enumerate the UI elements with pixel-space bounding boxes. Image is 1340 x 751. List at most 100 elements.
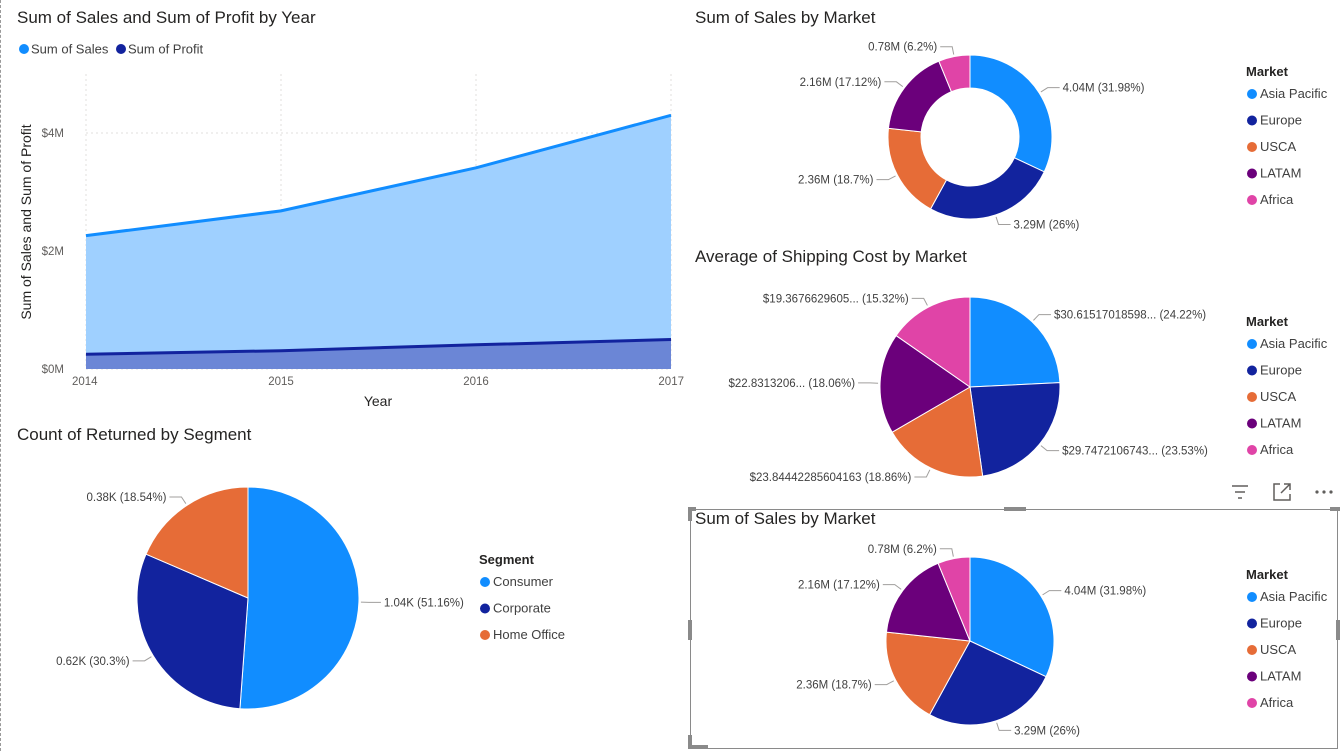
more-options-icon[interactable] bbox=[1312, 480, 1336, 504]
data-label: 2.36M (18.7%) bbox=[796, 680, 872, 692]
data-label: 3.29M (26%) bbox=[1014, 219, 1080, 231]
data-label: 2.16M (17.12%) bbox=[800, 77, 882, 89]
x-tick-label: 2017 bbox=[658, 376, 684, 388]
legend-item-africa: Africa bbox=[1260, 442, 1294, 457]
canvas-left-border bbox=[0, 0, 1, 751]
chart-title-returned-by-segment: Count of Returned by Segment bbox=[17, 425, 252, 444]
slice-usca bbox=[891, 386, 984, 478]
sales-profit-area-chart[interactable]: Sum of Sales Sum of Profit $0M $2M $4M 2014 20… bbox=[0, 0, 690, 420]
legend-marker bbox=[1247, 445, 1257, 455]
leader-line bbox=[939, 548, 954, 557]
legend-item-latam: LATAM bbox=[1260, 166, 1301, 181]
legend-marker bbox=[1247, 392, 1257, 402]
legend-marker bbox=[1247, 592, 1257, 602]
x-tick-label: 2016 bbox=[463, 376, 489, 388]
data-label: 0.38K (18.54%) bbox=[87, 492, 167, 504]
slice-europe bbox=[929, 157, 1045, 220]
leader-line bbox=[1040, 87, 1060, 93]
legend-title: Market bbox=[1246, 314, 1289, 329]
data-label: $29.7472106743... (23.53%) bbox=[1062, 446, 1208, 458]
leader-line bbox=[132, 656, 152, 662]
legend-item-asia-pacific: Asia Pacific bbox=[1260, 86, 1328, 101]
leader-line bbox=[995, 216, 1011, 225]
resize-handle-left-middle[interactable] bbox=[688, 620, 692, 640]
data-label: $30.61517018598... (24.22%) bbox=[1054, 310, 1206, 322]
legend-item-europe: Europe bbox=[1260, 363, 1302, 378]
slice-latam bbox=[879, 334, 971, 433]
legend-item-consumer: Consumer bbox=[493, 574, 554, 589]
legend-marker bbox=[1247, 115, 1257, 126]
slice-europe bbox=[969, 382, 1061, 477]
filter-icon[interactable] bbox=[1228, 480, 1252, 504]
resize-handle-right-middle[interactable] bbox=[1336, 620, 1340, 640]
leader-line bbox=[876, 175, 896, 181]
sales-by-market-donut-chart[interactable]: 4.04M (31.98%) 3.29M (26%) 2.36M (18.7%) 2.… bbox=[690, 30, 1340, 240]
resize-handle-top-left[interactable] bbox=[688, 507, 696, 511]
slice-usca bbox=[887, 127, 948, 210]
data-label: 0.78M (6.2%) bbox=[868, 42, 937, 54]
x-axis-title: Year bbox=[364, 393, 393, 409]
data-label: 4.04M (31.98%) bbox=[1064, 586, 1146, 598]
leader-line bbox=[914, 469, 931, 478]
legend-marker bbox=[1247, 339, 1257, 349]
line-series-sales bbox=[85, 113, 672, 238]
chart-title-sales-by-market-pie: Sum of Sales by Market bbox=[695, 509, 876, 528]
y-tick-label: $2M bbox=[42, 246, 64, 258]
leader-line bbox=[911, 297, 928, 306]
legend-label: Sum of Sales bbox=[31, 42, 109, 57]
chart-title-sales-profit: Sum of Sales and Sum of Profit by Year bbox=[17, 8, 316, 27]
legend-marker bbox=[1247, 365, 1257, 376]
data-label: 2.16M (17.12%) bbox=[798, 580, 880, 592]
legend-marker bbox=[19, 44, 29, 54]
legend-marker bbox=[1247, 698, 1257, 708]
slice-asia-pacific bbox=[969, 556, 1055, 678]
leader-line bbox=[169, 496, 187, 504]
legend-marker bbox=[1247, 645, 1257, 655]
focus-mode-icon[interactable] bbox=[1270, 480, 1294, 504]
leader-line bbox=[884, 81, 904, 88]
slice-africa bbox=[895, 296, 971, 388]
resize-handle-top-right[interactable] bbox=[1330, 507, 1340, 511]
legend-marker bbox=[1247, 195, 1257, 205]
leader-line bbox=[996, 722, 1012, 731]
visual-header bbox=[1228, 480, 1338, 504]
slice-corporate bbox=[136, 553, 249, 710]
leader-line bbox=[882, 584, 902, 590]
resize-handle-bottom-left[interactable] bbox=[688, 745, 708, 749]
leader-line bbox=[874, 680, 895, 686]
slice-africa bbox=[938, 54, 971, 93]
resize-handle-top-left-v[interactable] bbox=[688, 507, 692, 521]
area-series-profit bbox=[86, 339, 671, 369]
area-series-sales bbox=[86, 115, 671, 369]
slice-consumer bbox=[239, 486, 360, 710]
x-tick-label: 2014 bbox=[72, 376, 98, 388]
legend-item-usca: USCA bbox=[1260, 642, 1296, 657]
x-tick-label: 2015 bbox=[268, 376, 294, 388]
slice-latam bbox=[887, 60, 953, 133]
data-label: $19.3676629605... (15.32%) bbox=[763, 293, 909, 305]
legend-label: Sum of Profit bbox=[128, 42, 204, 57]
returned-by-segment-pie-chart[interactable]: 1.04K (51.16%) 0.62K (30.3%) 0.38K (18.54%… bbox=[0, 450, 690, 750]
legend-item-asia-pacific: Asia Pacific bbox=[1260, 336, 1328, 351]
legend-item-latam: LATAM bbox=[1260, 416, 1301, 431]
y-axis-title: Sum of Sales and Sum of Profit bbox=[18, 124, 34, 319]
chart-title-shipping-cost: Average of Shipping Cost by Market bbox=[695, 247, 967, 266]
data-label: 1.04K (51.16%) bbox=[384, 597, 464, 609]
slice-usca bbox=[885, 631, 971, 716]
data-label: $23.84442285604163 (18.86%) bbox=[750, 472, 912, 484]
legend-marker bbox=[480, 630, 490, 640]
legend-item-corporate: Corporate bbox=[493, 601, 551, 616]
slice-home-office bbox=[145, 486, 249, 599]
resize-handle-bottom-left-v[interactable] bbox=[688, 735, 692, 749]
legend-title: Market bbox=[1246, 567, 1289, 582]
shipping-cost-pie-chart[interactable]: $30.61517018598... (24.22%) $29.747210674… bbox=[690, 270, 1340, 495]
legend-marker bbox=[480, 577, 490, 587]
legend-item-usca: USCA bbox=[1260, 389, 1296, 404]
legend-item-africa: Africa bbox=[1260, 695, 1294, 710]
resize-handle-top-middle[interactable] bbox=[1004, 507, 1026, 511]
legend-marker bbox=[1247, 618, 1257, 629]
data-label: 0.78M (6.2%) bbox=[868, 544, 937, 556]
sales-by-market-pie-chart[interactable]: 4.04M (31.98%) 3.29M (26%) 2.36M (18.7%) 2.… bbox=[690, 533, 1340, 748]
legend-item-africa: Africa bbox=[1260, 192, 1294, 207]
legend-title: Market bbox=[1246, 64, 1289, 79]
